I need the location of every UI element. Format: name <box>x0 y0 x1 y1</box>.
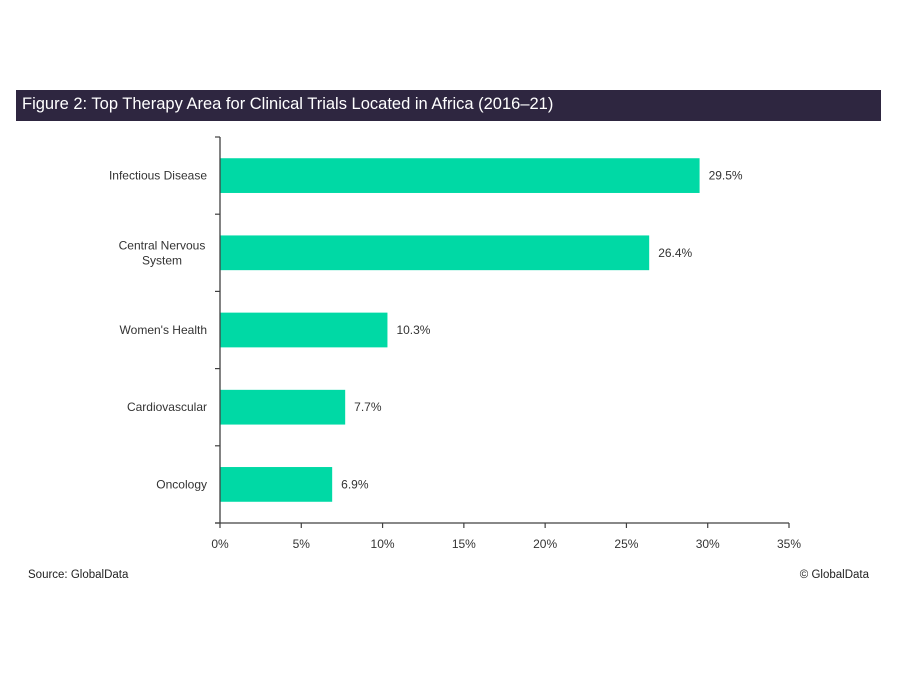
category-label: Central Nervous <box>119 238 206 252</box>
bar <box>220 312 388 348</box>
x-tick-label: 25% <box>614 537 638 551</box>
category-label: Oncology <box>156 477 207 491</box>
category-label: Women's Health <box>120 323 207 337</box>
data-label: 10.3% <box>396 323 430 337</box>
data-label: 26.4% <box>658 246 692 260</box>
x-tick-label: 10% <box>371 537 395 551</box>
figure-title: Figure 2: Top Therapy Area for Clinical … <box>22 95 554 113</box>
x-tick-label: 20% <box>533 537 557 551</box>
category-label: Cardiovascular <box>127 400 207 414</box>
source-note: Source: GlobalData <box>28 569 129 581</box>
data-label: 6.9% <box>341 477 369 491</box>
category-label: System <box>142 253 182 267</box>
x-tick-label: 30% <box>696 537 720 551</box>
category-label: Infectious Disease <box>109 169 207 183</box>
x-tick-label: 15% <box>452 537 476 551</box>
x-tick-label: 5% <box>293 537 311 551</box>
x-tick-label: 35% <box>777 537 801 551</box>
data-label: 7.7% <box>354 400 382 414</box>
x-tick-label: 0% <box>211 537 229 551</box>
bar <box>220 389 346 425</box>
copyright-note: © GlobalData <box>799 569 869 581</box>
figure-header-bar: Figure 2: Top Therapy Area for Clinical … <box>16 90 881 121</box>
bar <box>220 235 650 271</box>
bar <box>220 158 700 193</box>
data-label: 29.5% <box>709 169 743 183</box>
bar <box>220 467 333 502</box>
